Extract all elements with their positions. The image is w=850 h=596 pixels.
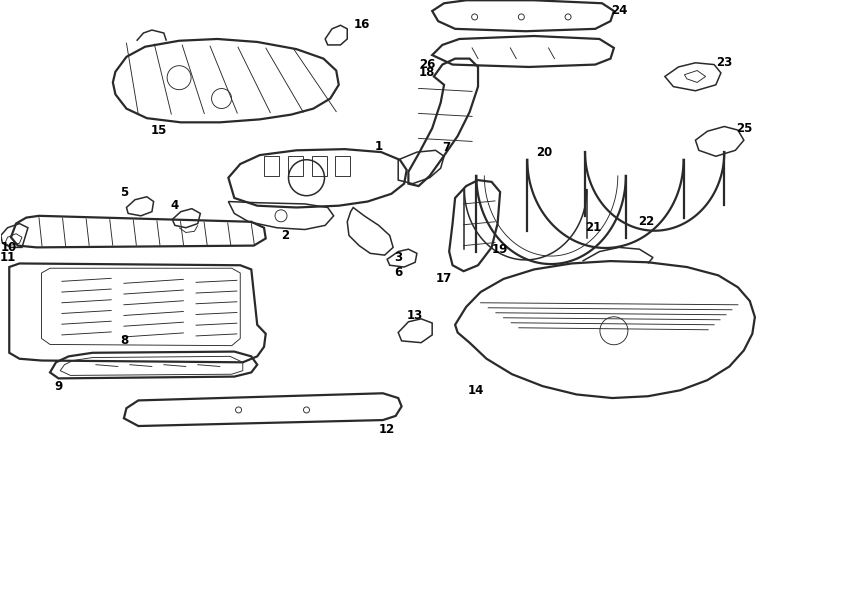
Text: 21: 21: [586, 221, 602, 234]
Text: 26: 26: [419, 58, 435, 71]
Text: 5: 5: [120, 185, 128, 198]
Text: 24: 24: [611, 5, 627, 17]
Text: 25: 25: [735, 122, 752, 135]
Text: 20: 20: [536, 145, 552, 159]
Text: 10: 10: [1, 241, 17, 254]
Text: 19: 19: [492, 243, 508, 256]
Text: 6: 6: [394, 266, 402, 280]
Text: 3: 3: [394, 251, 402, 264]
Text: 17: 17: [436, 272, 452, 285]
Text: 4: 4: [171, 199, 179, 212]
Text: 9: 9: [54, 380, 63, 393]
Text: 14: 14: [468, 384, 484, 397]
Text: 13: 13: [407, 309, 423, 322]
Text: 2: 2: [281, 229, 289, 242]
Text: 12: 12: [379, 423, 395, 436]
Text: 15: 15: [150, 123, 167, 136]
Text: 16: 16: [354, 18, 370, 30]
Text: 7: 7: [443, 141, 451, 154]
Text: 1: 1: [375, 139, 383, 153]
Text: 18: 18: [419, 66, 435, 79]
Text: 23: 23: [717, 56, 733, 69]
Text: 22: 22: [638, 215, 654, 228]
Text: 11: 11: [0, 251, 15, 264]
Text: 8: 8: [120, 334, 128, 347]
